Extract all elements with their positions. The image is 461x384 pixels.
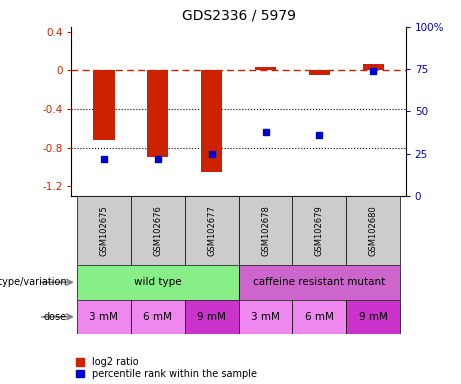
Bar [93, 70, 115, 140]
Text: 9 mM: 9 mM [197, 312, 226, 322]
Bar [239, 196, 292, 265]
Bar [346, 300, 400, 334]
Bar [292, 300, 346, 334]
Text: GSM102679: GSM102679 [315, 205, 324, 256]
Text: genotype/variation: genotype/variation [0, 277, 67, 287]
Bar [362, 64, 384, 70]
Bar [239, 300, 292, 334]
Text: GSM102677: GSM102677 [207, 205, 216, 256]
Text: wild type: wild type [134, 277, 182, 287]
Bar [201, 70, 222, 172]
Text: caffeine resistant mutant: caffeine resistant mutant [253, 277, 385, 287]
Bar [77, 300, 131, 334]
Bar [77, 265, 239, 300]
Text: 9 mM: 9 mM [359, 312, 388, 322]
Bar [131, 300, 185, 334]
Text: 6 mM: 6 mM [305, 312, 334, 322]
Bar [292, 196, 346, 265]
Bar [77, 196, 131, 265]
Text: 6 mM: 6 mM [143, 312, 172, 322]
Bar [239, 265, 400, 300]
Bar [131, 196, 185, 265]
Text: GSM102680: GSM102680 [369, 205, 378, 256]
Title: GDS2336 / 5979: GDS2336 / 5979 [182, 9, 296, 23]
Bar [185, 196, 239, 265]
Text: 3 mM: 3 mM [251, 312, 280, 322]
Text: GSM102676: GSM102676 [153, 205, 162, 256]
Legend: log2 ratio, percentile rank within the sample: log2 ratio, percentile rank within the s… [77, 357, 257, 379]
Bar [147, 70, 168, 157]
Text: GSM102675: GSM102675 [99, 205, 108, 256]
Bar [346, 196, 400, 265]
Bar [185, 300, 239, 334]
Text: dose: dose [44, 312, 67, 322]
Bar [255, 68, 276, 70]
Text: GSM102678: GSM102678 [261, 205, 270, 256]
Bar [309, 70, 330, 75]
Text: 3 mM: 3 mM [89, 312, 118, 322]
